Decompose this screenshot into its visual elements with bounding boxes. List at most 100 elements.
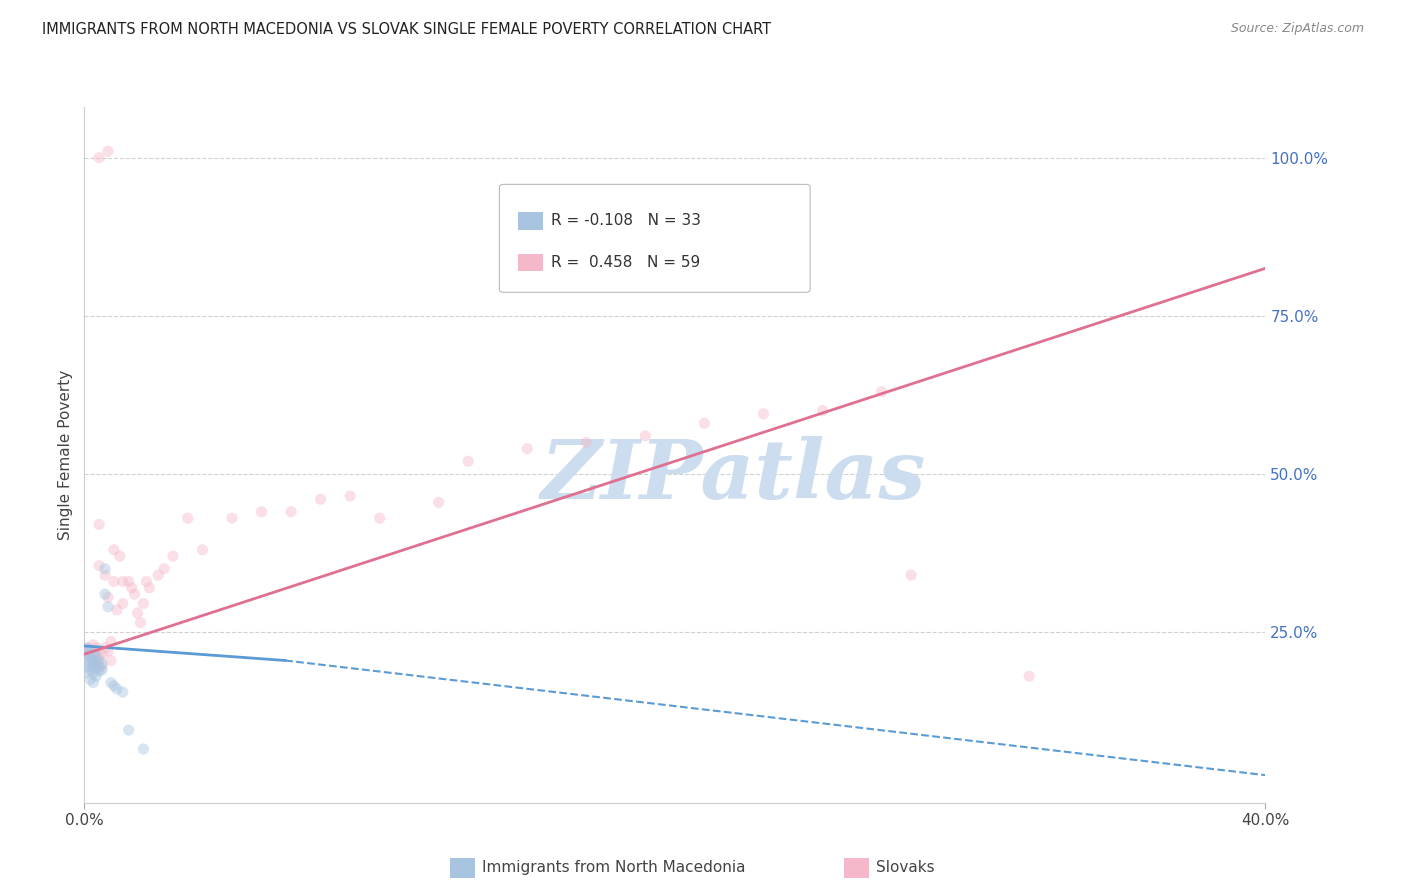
Point [94, 568, 117, 582]
Point [100, 634, 122, 648]
Point [693, 417, 716, 431]
Point [100, 653, 122, 667]
Text: IMMIGRANTS FROM NORTH MACEDONIA VS SLOVAK SINGLE FEMALE POVERTY CORRELATION CHAR: IMMIGRANTS FROM NORTH MACEDONIA VS SLOVA… [42, 22, 772, 37]
Point [153, 562, 176, 576]
Text: Slovaks: Slovaks [876, 860, 935, 874]
Point [82, 660, 104, 674]
Point [76, 647, 98, 661]
Point [76, 653, 98, 667]
Point [752, 407, 775, 421]
Point [84, 657, 107, 671]
Point [82, 647, 104, 661]
Point [76, 640, 98, 655]
Point [79, 650, 101, 665]
Point [148, 568, 170, 582]
Point [221, 511, 243, 525]
Point [121, 581, 143, 595]
Point [89, 660, 111, 674]
Text: Source: ZipAtlas.com: Source: ZipAtlas.com [1230, 22, 1364, 36]
Point [162, 549, 184, 563]
Point [76, 640, 98, 655]
Point [89, 517, 111, 532]
Point [111, 685, 134, 699]
Point [84, 647, 107, 661]
Point [94, 640, 117, 655]
Point [82, 675, 104, 690]
Point [97, 591, 120, 605]
Point [900, 568, 922, 582]
Point [103, 679, 125, 693]
Point [105, 681, 128, 696]
Point [103, 542, 125, 557]
Point [111, 574, 134, 589]
Point [82, 653, 104, 667]
Point [250, 505, 273, 519]
Point [94, 587, 117, 601]
Point [1018, 669, 1040, 683]
Text: ZIPatlas: ZIPatlas [541, 436, 927, 516]
Point [127, 606, 149, 620]
Point [97, 644, 120, 658]
Point [89, 665, 111, 679]
Point [177, 511, 200, 525]
Point [79, 644, 101, 658]
Point [516, 442, 538, 456]
Point [368, 511, 391, 525]
Point [79, 657, 101, 671]
Point [634, 429, 657, 443]
Point [111, 597, 134, 611]
Point [89, 558, 111, 573]
Point [129, 615, 152, 630]
Point [100, 675, 122, 690]
Point [457, 454, 479, 468]
Point [91, 663, 114, 677]
Point [427, 495, 450, 509]
Point [135, 574, 157, 589]
Point [82, 660, 104, 674]
Point [84, 669, 107, 683]
Point [91, 660, 114, 674]
Point [108, 549, 131, 563]
Point [118, 574, 141, 589]
Point [811, 403, 834, 417]
Point [191, 542, 214, 557]
Point [84, 640, 107, 655]
Point [84, 656, 107, 670]
Point [97, 599, 120, 614]
Text: Immigrants from North Macedonia: Immigrants from North Macedonia [482, 860, 745, 874]
Point [870, 384, 893, 399]
Point [124, 587, 146, 601]
Text: R = -0.108   N = 33: R = -0.108 N = 33 [551, 213, 702, 228]
Point [339, 489, 361, 503]
Text: R =  0.458   N = 59: R = 0.458 N = 59 [551, 255, 700, 270]
Point [79, 644, 101, 658]
Point [84, 648, 107, 663]
Point [82, 653, 104, 667]
Point [76, 666, 98, 681]
Point [118, 723, 141, 737]
Point [89, 653, 111, 667]
Point [94, 562, 117, 576]
Point [132, 742, 155, 756]
Point [103, 574, 125, 589]
Point [138, 581, 160, 595]
Point [91, 657, 114, 671]
Point [132, 597, 155, 611]
Point [97, 145, 120, 159]
Point [91, 647, 114, 661]
Point [79, 663, 101, 677]
Y-axis label: Single Female Poverty: Single Female Poverty [58, 370, 73, 540]
Point [309, 492, 332, 507]
Point [575, 435, 598, 450]
Point [76, 647, 98, 661]
Point [280, 505, 302, 519]
Point [89, 650, 111, 665]
Point [79, 673, 101, 687]
Point [82, 666, 104, 681]
Point [105, 603, 128, 617]
Point [89, 151, 111, 165]
Point [79, 650, 101, 665]
Point [82, 638, 104, 652]
Point [84, 662, 107, 676]
Point [76, 660, 98, 674]
